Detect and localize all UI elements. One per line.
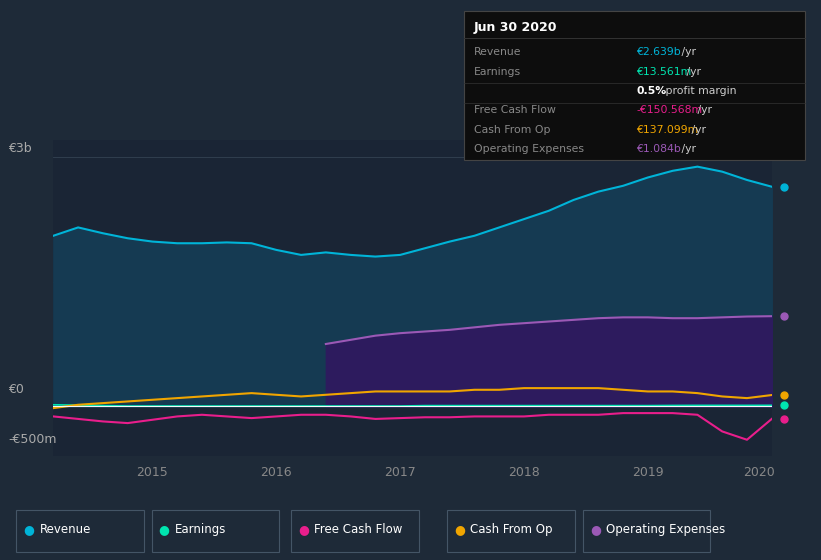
Text: Revenue: Revenue bbox=[474, 47, 521, 57]
Text: /yr: /yr bbox=[688, 124, 706, 134]
Text: €3b: €3b bbox=[8, 142, 32, 155]
Text: ●: ● bbox=[589, 522, 601, 536]
Text: ●: ● bbox=[23, 522, 34, 536]
Text: profit margin: profit margin bbox=[662, 86, 736, 96]
Text: ●: ● bbox=[158, 522, 170, 536]
Text: Operating Expenses: Operating Expenses bbox=[474, 144, 584, 154]
Text: Jun 30 2020: Jun 30 2020 bbox=[474, 21, 557, 34]
Text: ●: ● bbox=[298, 522, 310, 536]
Text: Cash From Op: Cash From Op bbox=[470, 522, 553, 536]
Text: €13.561m: €13.561m bbox=[636, 67, 691, 77]
Text: Operating Expenses: Operating Expenses bbox=[606, 522, 725, 536]
Text: 2017: 2017 bbox=[384, 466, 416, 479]
Text: -€150.568m: -€150.568m bbox=[636, 105, 703, 115]
Text: €137.099m: €137.099m bbox=[636, 124, 699, 134]
Text: Earnings: Earnings bbox=[474, 67, 521, 77]
Text: Earnings: Earnings bbox=[175, 522, 227, 536]
Text: 2020: 2020 bbox=[744, 466, 775, 479]
Text: Free Cash Flow: Free Cash Flow bbox=[314, 522, 403, 536]
Text: -€500m: -€500m bbox=[8, 433, 57, 446]
Text: ●: ● bbox=[454, 522, 466, 536]
Text: /yr: /yr bbox=[678, 47, 695, 57]
Text: Revenue: Revenue bbox=[39, 522, 91, 536]
Text: /yr: /yr bbox=[683, 67, 701, 77]
Text: 2018: 2018 bbox=[508, 466, 540, 479]
Text: €0: €0 bbox=[8, 382, 24, 396]
Text: Cash From Op: Cash From Op bbox=[474, 124, 550, 134]
Text: €2.639b: €2.639b bbox=[636, 47, 681, 57]
Text: 2019: 2019 bbox=[632, 466, 663, 479]
Text: 0.5%: 0.5% bbox=[636, 86, 667, 96]
Text: Free Cash Flow: Free Cash Flow bbox=[474, 105, 556, 115]
Text: 2015: 2015 bbox=[136, 466, 168, 479]
Text: €1.084b: €1.084b bbox=[636, 144, 681, 154]
Text: 2016: 2016 bbox=[260, 466, 292, 479]
Text: /yr: /yr bbox=[694, 105, 712, 115]
Text: /yr: /yr bbox=[678, 144, 695, 154]
